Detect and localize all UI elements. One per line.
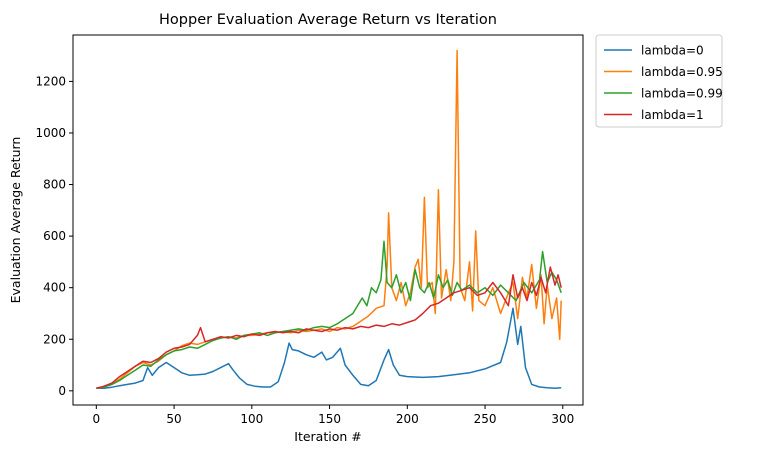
series-line-lambda=0.95 (96, 49, 562, 389)
y-tick-label: 1000 (35, 126, 66, 140)
legend-label: lambda=0.95 (641, 65, 723, 79)
x-tick-label: 150 (318, 412, 341, 426)
x-tick-label: 300 (551, 412, 574, 426)
chart-title: Hopper Evaluation Average Return vs Iter… (159, 12, 497, 28)
legend-label: lambda=0.99 (641, 87, 723, 101)
plot-frame (72, 34, 584, 406)
legend-label: lambda=1 (641, 108, 704, 122)
x-axis-ticks: 0 50 100 150 200 250 300 (93, 405, 574, 426)
plot-lines (96, 49, 562, 389)
x-tick-label: 0 (93, 412, 101, 426)
legend-label: lambda=0 (641, 44, 704, 58)
y-tick-label: 200 (43, 332, 66, 346)
y-axis-label: Evaluation Average Return (8, 137, 23, 304)
x-axis-label: Iteration # (294, 429, 361, 444)
legend-box (595, 34, 723, 128)
y-tick-label: 400 (43, 281, 66, 295)
x-tick-label: 250 (474, 412, 497, 426)
y-tick-label: 800 (43, 178, 66, 192)
legend: lambda=0 lambda=0.95 lambda=0.99 lambda=1 (595, 34, 723, 128)
series-line-lambda=0 (96, 307, 562, 389)
x-tick-label: 200 (396, 412, 419, 426)
series-line-lambda=1 (96, 266, 562, 389)
y-tick-label: 0 (58, 384, 66, 398)
series-line-lambda=0.99 (96, 240, 562, 389)
x-tick-label: 100 (240, 412, 263, 426)
x-tick-label: 50 (166, 412, 181, 426)
y-tick-label: 600 (43, 229, 66, 243)
y-tick-label: 1200 (35, 74, 66, 88)
y-axis-ticks: 0 200 400 600 800 1000 1200 (35, 74, 73, 398)
